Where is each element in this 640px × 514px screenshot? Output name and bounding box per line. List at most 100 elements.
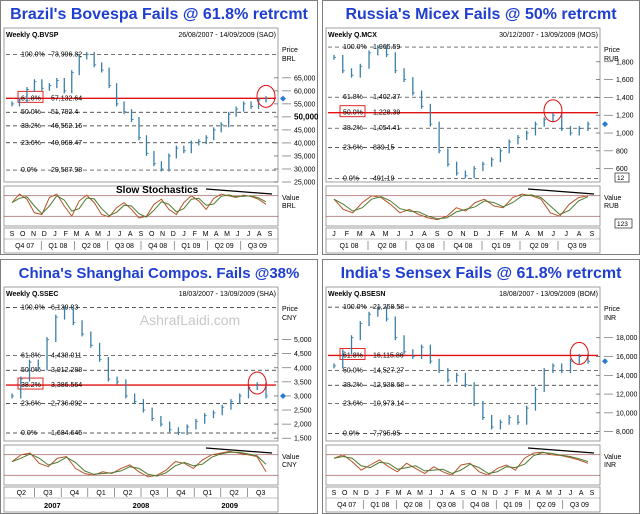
divergence-line bbox=[205, 188, 273, 195]
quarter-label: Q4 08 bbox=[470, 502, 489, 509]
y-tick-label: 40,000 bbox=[294, 140, 316, 147]
x-tick-label: D bbox=[473, 231, 478, 238]
oscillator-title: Slow Stochastics bbox=[116, 185, 199, 196]
watermark-text: AshrafLaidi.com bbox=[140, 312, 240, 328]
quarter-label: Q1 09 bbox=[181, 243, 200, 250]
x-tick-label: A bbox=[579, 490, 584, 497]
failure-circle bbox=[569, 341, 589, 365]
x-tick-label: A bbox=[85, 231, 90, 238]
quarter-label: Q2 08 bbox=[377, 243, 396, 250]
y-tick-label: 60,000 bbox=[294, 88, 316, 95]
x-tick-label: O bbox=[471, 490, 477, 497]
x-tick-label: S bbox=[461, 490, 466, 497]
fib-level-pct: 23.6% bbox=[21, 140, 41, 147]
fib-level-pct: 23.6% bbox=[343, 144, 363, 151]
date-range-label: 18/08/2007 - 13/09/2009 (BOM) bbox=[499, 291, 598, 298]
date-range-label: 30/12/2007 - 13/09/2009 (MOS) bbox=[499, 32, 598, 39]
fib-level-value: 1,684.645 bbox=[51, 430, 82, 437]
plot-area bbox=[3, 27, 279, 183]
chart-panel-shanghai: China's Shanghai Compos. Fails @38% Weekl… bbox=[0, 259, 318, 514]
x-tick-label: M bbox=[203, 231, 209, 238]
x-tick-label: M bbox=[357, 231, 363, 238]
date-range-label: 26/08/2007 - 14/09/2009 (SAO) bbox=[178, 32, 276, 39]
fib-level-value: 14,527.27 bbox=[373, 367, 404, 374]
year-label: 2007 bbox=[44, 501, 61, 510]
price-label: Price bbox=[604, 306, 620, 313]
fib-level-pct: 61.8% bbox=[343, 352, 363, 359]
quarter-label: Q1 bbox=[203, 490, 212, 497]
quarter-label: Q4 bbox=[176, 490, 185, 497]
osc-d-line bbox=[11, 194, 267, 218]
x-tick-label: F bbox=[345, 231, 349, 238]
x-tick-label: A bbox=[525, 231, 530, 238]
fib-level-pct: 100.0% bbox=[343, 44, 367, 51]
x-tick-label: J bbox=[247, 231, 251, 238]
x-tick-label: D bbox=[493, 490, 498, 497]
x-tick-label: N bbox=[482, 490, 487, 497]
quarter-label: Q3 bbox=[150, 490, 159, 497]
x-tick-label: M bbox=[383, 231, 389, 238]
chart-title: India's Sensex Fails @ 61.8% retrcmt bbox=[341, 265, 623, 282]
x-tick-label: M bbox=[396, 490, 402, 497]
osc-currency-label: INR bbox=[604, 462, 616, 469]
x-tick-label: J bbox=[558, 490, 562, 497]
x-tick-label: A bbox=[422, 231, 427, 238]
x-tick-label: J bbox=[564, 231, 568, 238]
chart-svg: China's Shanghai Compos. Fails @38% Weekl… bbox=[0, 259, 318, 514]
x-tick-label: J bbox=[118, 231, 122, 238]
y-tick-label: 1,400 bbox=[616, 95, 634, 102]
x-tick-label: J bbox=[332, 231, 336, 238]
x-tick-label: F bbox=[386, 490, 390, 497]
x-tick-label: M bbox=[546, 490, 552, 497]
x-tick-label: O bbox=[149, 231, 155, 238]
fib-level-value: 40,068.47 bbox=[51, 140, 82, 147]
x-tick-label: S bbox=[332, 490, 337, 497]
x-tick-label: F bbox=[500, 231, 504, 238]
x-tick-label: M bbox=[74, 231, 80, 238]
osc-value-label: Value bbox=[604, 454, 621, 461]
y-tick-label: 30,000 bbox=[294, 166, 316, 173]
y-tick-label: 1,800 bbox=[616, 59, 634, 66]
x-tick-label: S bbox=[10, 231, 15, 238]
fib-level-value: 1,054.41 bbox=[373, 125, 400, 132]
failure-circle bbox=[543, 99, 563, 123]
fib-level-value: 3,912.288 bbox=[51, 367, 82, 374]
quarter-label: Q1 08 bbox=[370, 502, 389, 509]
x-tick-label: J bbox=[107, 231, 111, 238]
quarter-label: Q2 08 bbox=[82, 243, 101, 250]
x-tick-label: F bbox=[515, 490, 519, 497]
fib-level-pct: 38.2% bbox=[343, 125, 363, 132]
oscillator-area bbox=[325, 185, 601, 227]
date-range-label: 18/03/2007 - 13/09/2009 (SHA) bbox=[179, 291, 276, 298]
x-tick-label: S bbox=[435, 231, 440, 238]
x-tick-label: J bbox=[375, 490, 379, 497]
x-tick-label: S bbox=[590, 490, 595, 497]
quarter-label: Q4 08 bbox=[148, 243, 167, 250]
quarter-label: Q3 08 bbox=[437, 502, 456, 509]
fib-level-value: 3,386.564 bbox=[51, 382, 82, 389]
osc-d-line bbox=[333, 194, 589, 220]
currency-label: CNY bbox=[282, 315, 297, 322]
y-tick-label: 16,000 bbox=[616, 354, 638, 361]
failure-circle bbox=[247, 371, 267, 395]
y-tick-label: 25,000 bbox=[294, 180, 316, 187]
last-price-label: 12 bbox=[617, 175, 625, 182]
y-tick-label: 3,000 bbox=[294, 393, 312, 400]
quarter-label: Q2 09 bbox=[529, 243, 548, 250]
x-tick-label: M bbox=[95, 231, 101, 238]
fib-level-value: 491.19 bbox=[373, 175, 395, 182]
x-tick-label: A bbox=[370, 231, 375, 238]
x-tick-label: N bbox=[460, 231, 465, 238]
last-price-marker bbox=[602, 358, 608, 365]
y-tick-label: 800 bbox=[616, 148, 628, 155]
fib-level-value: 46,552.16 bbox=[51, 123, 82, 130]
y-tick-label: 2,000 bbox=[294, 422, 312, 429]
fib-level-pct: 0.0% bbox=[21, 430, 37, 437]
chart-panel-micex: Russia's Micex Fails @ 50% retrcmt Weekly… bbox=[322, 0, 640, 255]
y-tick-label: 10,000 bbox=[616, 410, 638, 417]
quarter-label: Q3 bbox=[256, 490, 265, 497]
x-tick-label: A bbox=[257, 231, 262, 238]
fib-level-pct: 0.0% bbox=[343, 431, 359, 438]
divergence-line bbox=[205, 447, 273, 454]
last-price-marker bbox=[602, 121, 608, 128]
